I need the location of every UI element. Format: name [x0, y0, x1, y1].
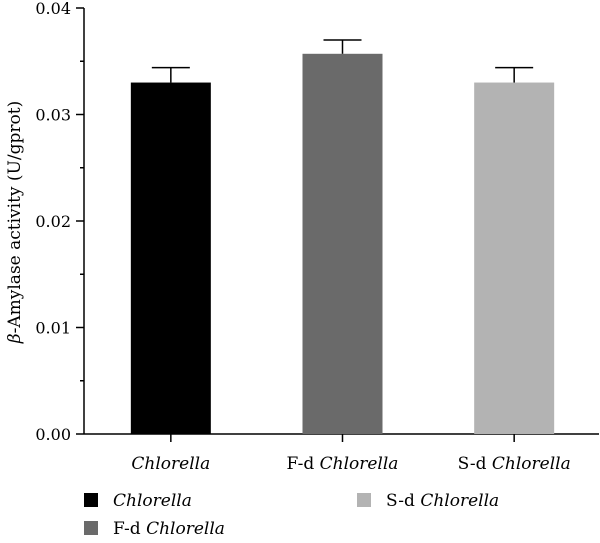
legend-swatch — [84, 521, 98, 535]
legend-label-name: Chlorella — [146, 519, 225, 539]
legend-label-prefix: F-d — [113, 519, 146, 539]
y-axis-label-text: -Amylase activity (U/gprot) — [5, 101, 25, 334]
bar — [302, 53, 383, 435]
y-tick-label: 0.01 — [35, 319, 71, 338]
x-tick-label: F-d Chlorella — [287, 454, 399, 474]
bar — [130, 82, 211, 435]
y-tick-label: 0.02 — [35, 212, 71, 231]
x-tick-label: Chlorella — [131, 454, 210, 474]
y-tick-label: 0.04 — [35, 0, 71, 18]
legend-swatch — [84, 493, 98, 507]
x-tick-label-prefix: F-d — [287, 454, 320, 474]
x-tick-label-name: Chlorella — [131, 454, 210, 474]
x-axis — [84, 433, 599, 442]
x-tick-label: S-d Chlorella — [458, 454, 571, 474]
x-tick-label-name: Chlorella — [320, 454, 399, 474]
legend-label-prefix: S-d — [386, 491, 420, 511]
legend-label: F-d Chlorella — [113, 519, 225, 539]
bar-group — [474, 66, 555, 435]
legend-label-name: Chlorella — [420, 491, 499, 511]
x-tick-label-prefix: S-d — [458, 454, 492, 474]
bars — [130, 39, 555, 435]
legend-label: S-d Chlorella — [386, 491, 499, 511]
y-tick-label: 0.03 — [35, 106, 71, 125]
legend-item: F-d Chlorella — [84, 519, 225, 539]
y-axis: 0.00 0.01 0.02 0.03 0.04 — [35, 0, 85, 444]
x-tick-label-name: Chlorella — [492, 454, 571, 474]
legend-swatch — [357, 493, 371, 507]
y-axis-label: β-Amylase activity (U/gprot) — [5, 101, 25, 344]
bar-group — [130, 66, 211, 435]
bar-group — [302, 39, 383, 435]
y-tick-label: 0.00 — [35, 425, 71, 444]
bar — [474, 82, 555, 435]
legend-item: Chlorella — [84, 491, 192, 511]
legend-label: Chlorella — [113, 491, 192, 511]
x-tick-labels: Chlorella F-d Chlorella S-d Chlorella — [131, 454, 570, 474]
legend-item: S-d Chlorella — [357, 491, 499, 511]
y-axis-label-symbol: β — [5, 333, 25, 344]
legend-label-name: Chlorella — [113, 491, 192, 511]
